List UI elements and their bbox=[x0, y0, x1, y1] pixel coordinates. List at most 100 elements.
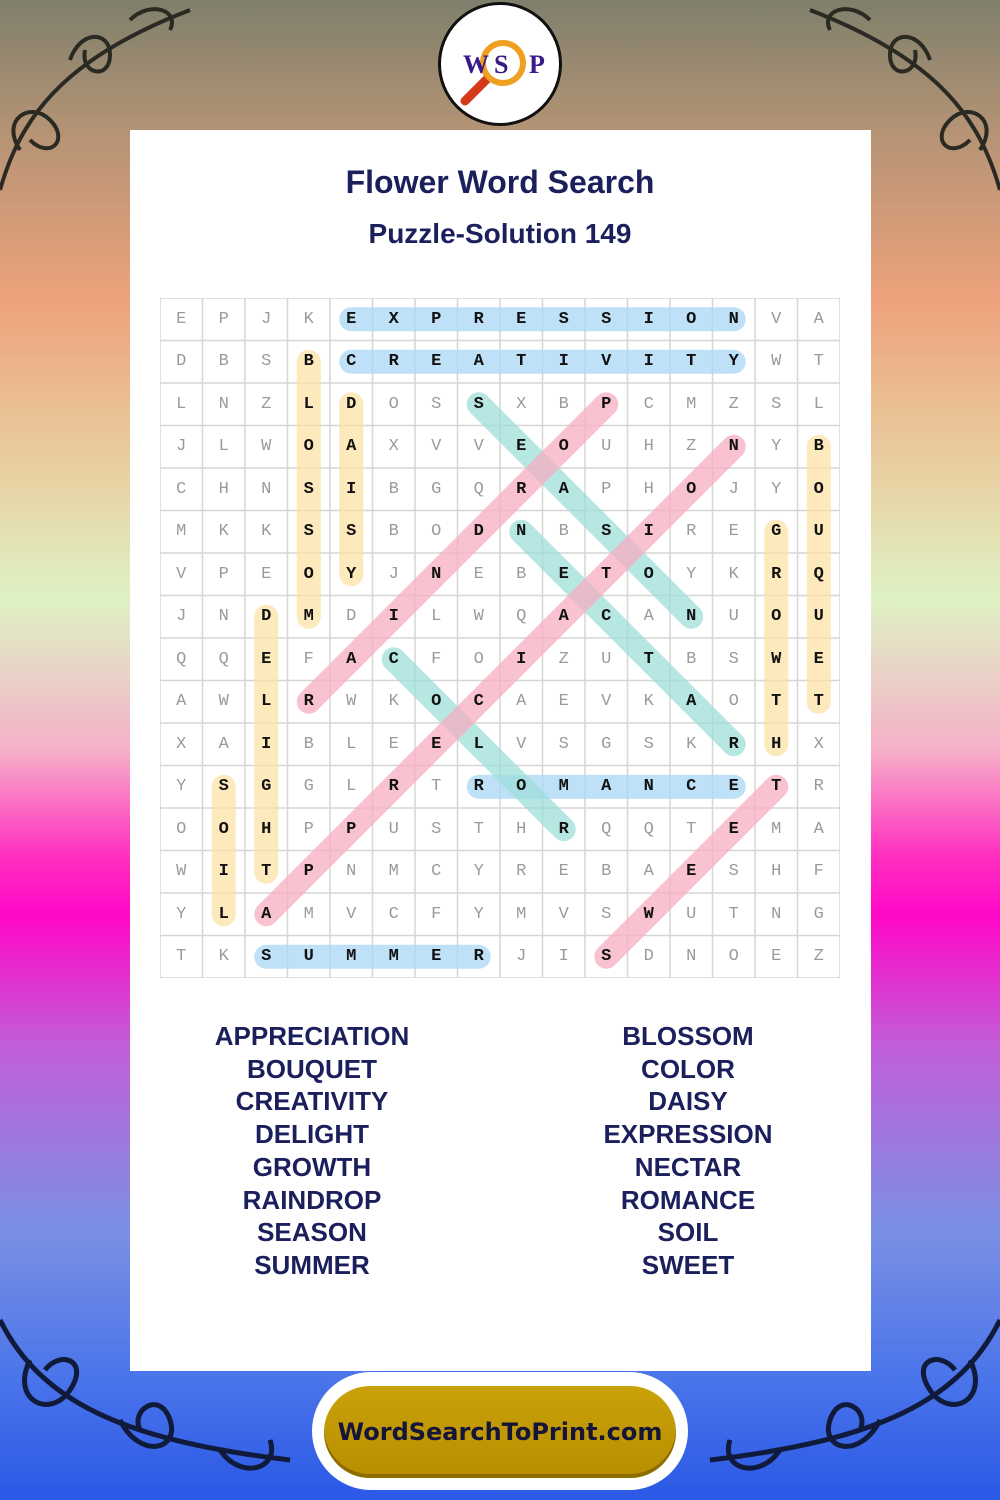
grid-cell: T bbox=[643, 649, 654, 669]
grid-cell: R bbox=[558, 819, 569, 839]
grid-cell: N bbox=[643, 777, 654, 797]
grid-cell: U bbox=[728, 607, 739, 627]
grid-cell: K bbox=[303, 309, 314, 329]
grid-cell: E bbox=[431, 352, 442, 372]
grid-cell: C bbox=[686, 777, 697, 797]
grid-cell: K bbox=[686, 734, 697, 754]
solution-highlight-season bbox=[466, 392, 704, 629]
grid-cell: A bbox=[558, 607, 569, 627]
grid-cell: Y bbox=[771, 479, 782, 499]
grid-cell: K bbox=[218, 522, 229, 542]
grid-cell: L bbox=[303, 394, 314, 414]
grid-cell: H bbox=[218, 479, 229, 499]
grid-cell: P bbox=[431, 309, 442, 329]
grid-cell: L bbox=[346, 734, 357, 754]
grid-cell: W bbox=[473, 607, 484, 627]
grid-cell: Y bbox=[176, 904, 187, 924]
grid-cell: U bbox=[388, 819, 399, 839]
grid-cell: Z bbox=[813, 947, 824, 967]
grid-cell: S bbox=[558, 309, 569, 329]
grid-cell: S bbox=[601, 309, 612, 329]
word-list-item: GROWTH bbox=[252, 1151, 372, 1182]
grid-cell: S bbox=[728, 862, 739, 882]
grid-cell: E bbox=[728, 819, 739, 839]
grid-cell: M bbox=[686, 394, 697, 414]
grid-cell: J bbox=[176, 437, 187, 457]
grid-cell: D bbox=[346, 394, 357, 414]
grid-cell: D bbox=[261, 607, 272, 627]
grid-cell: V bbox=[558, 904, 569, 924]
grid-cell: S bbox=[771, 394, 782, 414]
grid-cell: P bbox=[601, 479, 612, 499]
grid-cell: T bbox=[686, 819, 697, 839]
grid-cell: G bbox=[771, 522, 782, 542]
grid-cell: J bbox=[176, 607, 187, 627]
grid-cell: O bbox=[643, 564, 654, 584]
grid-cell: O bbox=[771, 607, 782, 627]
grid-cell: Z bbox=[558, 649, 569, 669]
grid-cell: A bbox=[346, 649, 357, 669]
logo[interactable]: W S P bbox=[438, 2, 562, 126]
ornament-icon bbox=[809, 7, 1000, 191]
grid-cell: E bbox=[728, 522, 739, 542]
grid-cell: R bbox=[473, 947, 484, 967]
grid-cell: A bbox=[516, 692, 527, 712]
grid-cell: Y bbox=[771, 437, 782, 457]
grid-cell: L bbox=[473, 734, 484, 754]
grid-cell: Y bbox=[473, 862, 484, 882]
grid-cell: N bbox=[218, 394, 229, 414]
grid-cell: E bbox=[686, 862, 697, 882]
letter-grid: E P J K E X P R E S S I O N V A D B S B C R E A T I V I T Y W T L N Z L D O S S… bbox=[160, 298, 840, 978]
grid-cell: P bbox=[303, 819, 314, 839]
grid-cell: S bbox=[601, 522, 612, 542]
grid-cell: R bbox=[303, 692, 314, 712]
grid-cell: W bbox=[218, 692, 229, 712]
website-label: WordSearchToPrint.com bbox=[337, 1418, 663, 1446]
grid-cell: S bbox=[558, 734, 569, 754]
grid-cell: C bbox=[473, 692, 484, 712]
grid-cell: E bbox=[176, 309, 187, 329]
grid-cell: S bbox=[601, 947, 612, 967]
grid-cell: V bbox=[771, 309, 782, 329]
grid-cell: W bbox=[643, 904, 654, 924]
grid-cell: Q bbox=[176, 649, 187, 669]
ornament-icon bbox=[0, 1318, 291, 1471]
grid-cell: U bbox=[686, 904, 697, 924]
grid-cell: O bbox=[728, 947, 739, 967]
grid-cell: E bbox=[388, 734, 399, 754]
page-title: Flower Word Search bbox=[345, 164, 655, 200]
grid-cell: T bbox=[176, 947, 187, 967]
grid-cell: T bbox=[686, 352, 697, 372]
grid-cell: T bbox=[516, 352, 527, 372]
website-link-button[interactable]: WordSearchToPrint.com bbox=[324, 1386, 676, 1478]
grid-cell: S bbox=[431, 394, 442, 414]
grid-cell: P bbox=[218, 564, 229, 584]
word-list-right: BLOSSOM COLOR DAISY EXPRESSION NECTAR ROMANCE… bbox=[488, 1020, 888, 1282]
grid-cell: B bbox=[813, 437, 824, 457]
grid-cell: J bbox=[516, 947, 527, 967]
grid-cell: L bbox=[346, 777, 357, 797]
grid-cell: S bbox=[261, 947, 272, 967]
grid-cell: B bbox=[558, 522, 569, 542]
word-list-item: RAINDROP bbox=[242, 1184, 382, 1215]
grid-cell: M bbox=[303, 607, 314, 627]
grid-cell: H bbox=[771, 734, 782, 754]
grid-cell: H bbox=[643, 479, 654, 499]
grid-cell: V bbox=[601, 352, 612, 372]
grid-cell: F bbox=[431, 649, 442, 669]
grid-cell: S bbox=[728, 649, 739, 669]
grid-cell: A bbox=[643, 862, 654, 882]
grid-cell: J bbox=[261, 309, 272, 329]
word-list-item: EXPRESSION bbox=[603, 1119, 773, 1150]
grid-cell: E bbox=[473, 564, 484, 584]
grid-cell: L bbox=[261, 692, 272, 712]
grid-cell: O bbox=[388, 394, 399, 414]
grid-cell: R bbox=[473, 777, 484, 797]
grid-cell: T bbox=[261, 862, 272, 882]
grid-cell: S bbox=[431, 819, 442, 839]
grid-cell: O bbox=[558, 437, 569, 457]
grid-cell: X bbox=[388, 437, 399, 457]
grid-cell: J bbox=[728, 479, 739, 499]
grid-cell: I bbox=[643, 309, 654, 329]
grid-cell: N bbox=[728, 309, 739, 329]
